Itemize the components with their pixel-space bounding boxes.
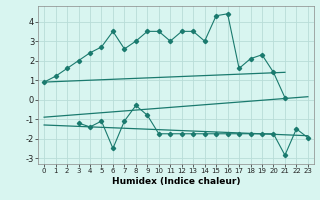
X-axis label: Humidex (Indice chaleur): Humidex (Indice chaleur) (112, 177, 240, 186)
